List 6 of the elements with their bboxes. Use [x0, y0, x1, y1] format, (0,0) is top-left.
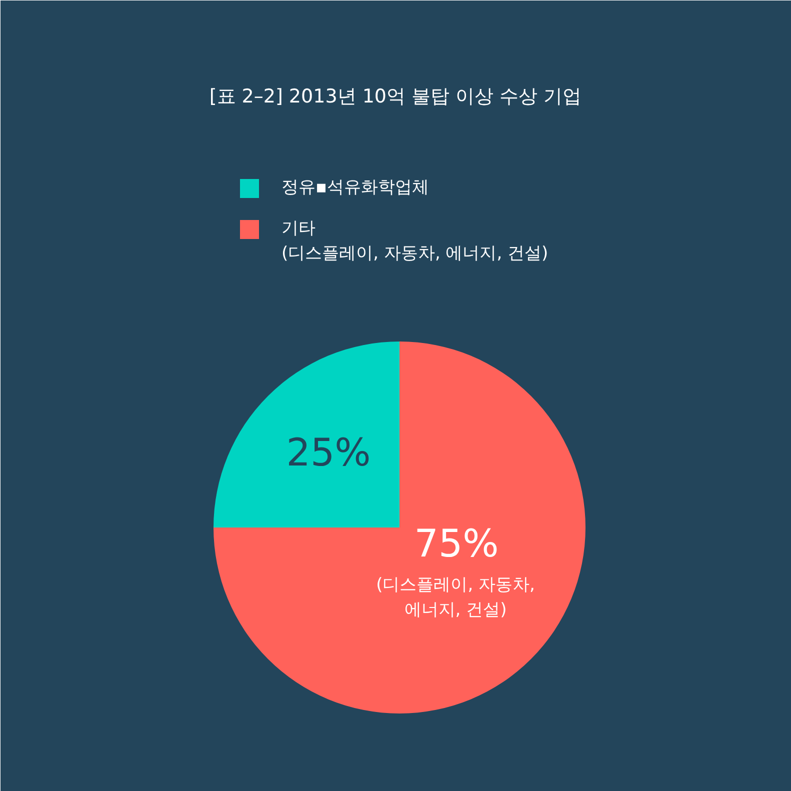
data-label: 75% [414, 522, 499, 566]
data-label: 25% [286, 430, 371, 474]
chart-title: [표 2–2] 2013년 10억 불탑 이상 수상 기업 [209, 86, 582, 108]
text: (디스플레이, 자동차, 에너지, 건설) [376, 575, 535, 620]
legend-label: 정유▪석유화학업체 [282, 178, 430, 198]
legend-label: 기타 (디스플레이, 자동차, 에너지, 건설) [282, 218, 548, 264]
